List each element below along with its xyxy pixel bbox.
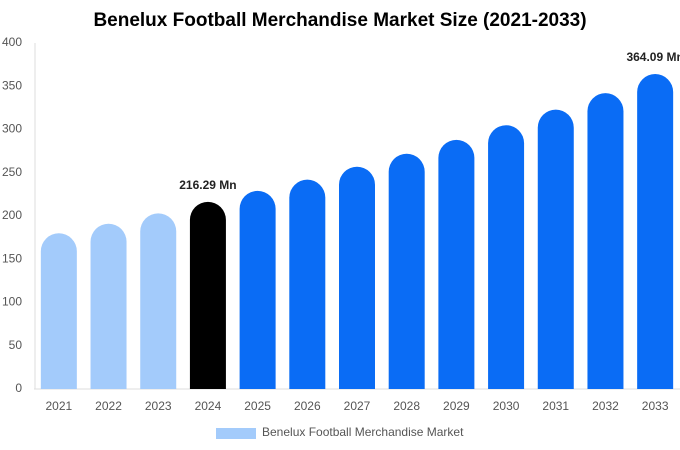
y-tick-label: 300 <box>2 122 22 136</box>
bar <box>40 233 77 389</box>
bar <box>488 125 525 389</box>
bar <box>587 93 624 390</box>
x-tick-label: 2030 <box>493 399 520 413</box>
bar <box>637 74 674 390</box>
x-tick-label: 2022 <box>95 399 122 413</box>
y-tick-label: 200 <box>2 208 22 222</box>
bar <box>438 139 475 389</box>
bar <box>339 166 375 389</box>
bar <box>537 109 574 389</box>
bar <box>140 213 177 389</box>
legend-swatch <box>216 428 256 439</box>
x-tick-label: 2033 <box>642 399 669 413</box>
x-tick-label: 2028 <box>393 399 420 413</box>
bar <box>289 179 326 389</box>
y-tick-label: 100 <box>2 295 22 309</box>
value-label: 364.09 Mn <box>626 50 680 64</box>
y-tick-label: 250 <box>2 165 22 179</box>
legend-label: Benelux Football Merchandise Market <box>262 425 464 439</box>
bar <box>189 201 226 389</box>
x-tick-label: 2029 <box>443 399 470 413</box>
x-tick-label: 2024 <box>195 399 222 413</box>
x-tick-label: 2031 <box>542 399 569 413</box>
bar <box>90 223 127 389</box>
value-label: 216.29 Mn <box>179 178 236 192</box>
x-tick-label: 2025 <box>244 399 271 413</box>
x-tick-label: 2032 <box>592 399 619 413</box>
x-tick-label: 2027 <box>344 399 371 413</box>
x-tick-label: 2026 <box>294 399 321 413</box>
y-tick-label: 350 <box>2 78 22 92</box>
y-tick-label: 0 <box>15 381 22 395</box>
y-tick-label: 50 <box>9 338 23 352</box>
y-tick-label: 400 <box>2 35 22 49</box>
x-tick-label: 2023 <box>145 399 172 413</box>
bar <box>388 153 425 389</box>
chart-title: Benelux Football Merchandise Market Size… <box>93 10 586 31</box>
x-tick-label: 2021 <box>45 399 72 413</box>
y-tick-label: 150 <box>2 251 22 265</box>
bar <box>239 190 276 389</box>
